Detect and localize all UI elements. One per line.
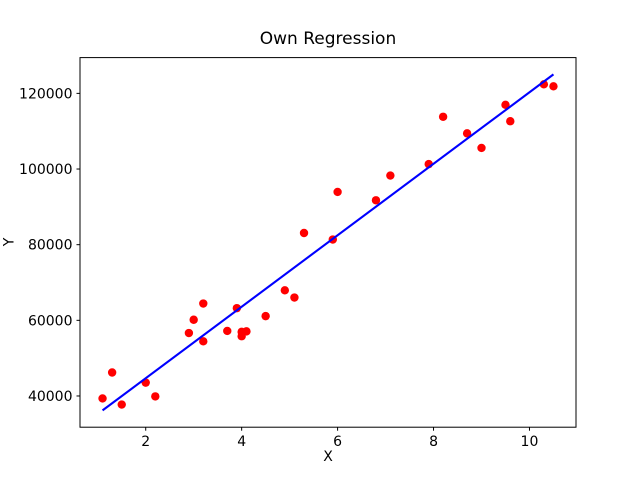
- scatter-point: [232, 303, 242, 313]
- scatter-point: [184, 328, 194, 338]
- y-tick-label: 100000: [19, 162, 72, 178]
- x-axis-label: X: [323, 449, 333, 465]
- scatter-point: [280, 286, 290, 295]
- scatter-point: [506, 117, 515, 126]
- x-tick-label: 6: [333, 434, 342, 450]
- x-tick-label: 4: [237, 434, 246, 450]
- y-tick-label: 40000: [28, 389, 73, 405]
- x-tick-label: 8: [429, 434, 438, 450]
- scatter-point: [333, 187, 342, 197]
- chart-title: Own Regression: [259, 29, 397, 49]
- scatter-point: [223, 326, 232, 336]
- scatter-point: [189, 315, 198, 324]
- scatter-point: [199, 299, 208, 308]
- y-tick-label: 60000: [28, 313, 73, 329]
- scatter-point: [438, 112, 448, 121]
- scatter-point: [462, 129, 472, 138]
- scatter-point: [501, 100, 510, 110]
- scatter-point: [477, 143, 486, 153]
- scatter-point: [299, 228, 309, 238]
- scatter-point: [107, 368, 117, 377]
- y-tick-label: 80000: [28, 238, 73, 254]
- scatter-point: [117, 400, 126, 409]
- scatter-point: [242, 327, 251, 336]
- x-tick-label: 10: [521, 434, 539, 450]
- scatter-point: [98, 394, 107, 403]
- scatter-point: [549, 82, 558, 91]
- scatter-point: [290, 293, 299, 302]
- scatter-point: [151, 392, 160, 401]
- regression-line: [101, 73, 555, 412]
- scatter-point: [261, 311, 270, 321]
- scatter-point: [371, 196, 381, 205]
- scatter-point: [199, 337, 208, 346]
- axes-spines: [79, 57, 577, 428]
- y-tick-label: 120000: [19, 86, 72, 102]
- x-tick-label: 2: [141, 434, 150, 450]
- scatter-point: [386, 171, 395, 180]
